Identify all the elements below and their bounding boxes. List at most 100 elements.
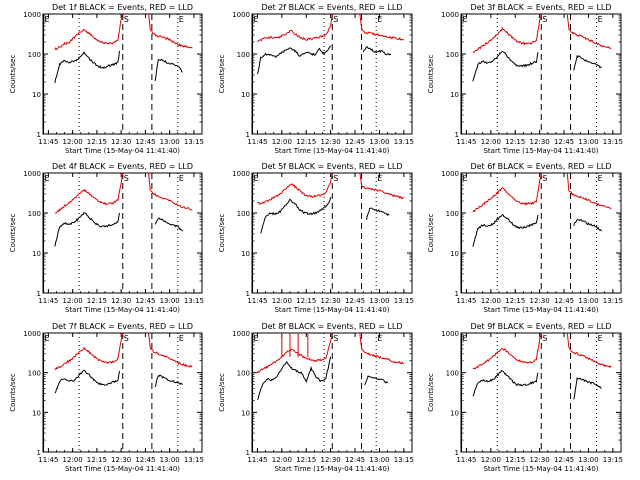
y-tick-label: 1000 — [441, 11, 459, 19]
series-lld-line — [148, 172, 193, 211]
panel-det-4: Det 4f BLACK = Events, RED = LLD 1 10 100 10… — [9, 162, 204, 314]
x-tick-label: 13:00 — [578, 456, 598, 464]
panel-title: Det 3f BLACK = Events, RED = LLD — [470, 3, 611, 12]
marker-label: E — [179, 174, 184, 183]
x-axis-label: Start Time (15-May-04 11:41:40) — [65, 465, 180, 473]
x-tick-label: 13:15 — [603, 297, 623, 305]
y-tick-label: 1 — [455, 449, 459, 457]
series-events-line — [154, 58, 183, 82]
y-tick-label: 1000 — [232, 11, 250, 19]
panel-det-9: Det 9f BLACK = Events, RED = LLD 1 10 100 10… — [427, 322, 623, 473]
y-tick-label: 100 — [28, 210, 41, 218]
series-lld-line — [472, 13, 542, 53]
y-axis-label: Counts/sec — [9, 55, 17, 94]
y-axis-label: Counts/sec — [218, 55, 226, 94]
series-lld-line — [472, 172, 542, 213]
y-tick-label: 100 — [237, 210, 250, 218]
x-tick-label: 12:00 — [481, 138, 501, 146]
series-lld-line — [566, 332, 612, 369]
marker-label: S — [542, 15, 547, 24]
x-tick-label: 12:45 — [345, 456, 365, 464]
y-tick-label: 100 — [237, 370, 250, 378]
marker-label: E — [179, 15, 184, 24]
marker-label: S — [124, 174, 129, 183]
x-axis-label: Start Time (15-May-04 11:41:40) — [65, 147, 180, 155]
y-tick-label: 10 — [450, 409, 459, 417]
y-axis-label: Counts/sec — [9, 373, 17, 412]
panel-title: Det 6f BLACK = Events, RED = LLD — [470, 162, 611, 171]
marker-label: S — [333, 334, 338, 343]
y-tick-label: 10 — [241, 250, 250, 258]
panel-title: Det 2f BLACK = Events, RED = LLD — [261, 3, 402, 12]
x-tick-label: 12:30 — [111, 456, 131, 464]
series-events-line — [362, 46, 392, 56]
y-tick-label: 1000 — [23, 11, 41, 19]
series-lld-line — [472, 332, 542, 370]
y-tick-label: 100 — [446, 210, 459, 218]
y-tick-label: 100 — [237, 51, 250, 59]
marker-label: E — [377, 174, 382, 183]
y-axis-label: Counts/sec — [427, 214, 435, 253]
x-tick-label: 12:45 — [554, 138, 574, 146]
x-tick-label: 12:30 — [530, 456, 550, 464]
x-tick-label: 11:45 — [247, 138, 267, 146]
y-tick-label: 10 — [450, 250, 459, 258]
x-tick-label: 13:15 — [394, 138, 414, 146]
series-events-line — [472, 214, 539, 247]
x-tick-label: 12:45 — [135, 297, 155, 305]
x-tick-label: 13:15 — [184, 138, 204, 146]
series-events-line — [573, 218, 602, 232]
series-lld-line — [566, 14, 612, 50]
x-tick-label: 13:00 — [578, 297, 598, 305]
series-lld-line — [359, 13, 405, 41]
y-tick-label: 1 — [37, 131, 41, 139]
x-tick-label: 12:45 — [135, 138, 155, 146]
x-tick-label: 13:15 — [394, 297, 414, 305]
x-tick-label: 12:30 — [530, 297, 550, 305]
y-tick-label: 10 — [241, 409, 250, 417]
panel-det-7: Det 7f BLACK = Events, RED = LLD 1 10 100 10… — [9, 322, 204, 473]
y-tick-label: 1 — [455, 290, 459, 298]
x-axis-label: Start Time (15-May-04 11:41:40) — [65, 306, 180, 314]
y-tick-label: 1000 — [441, 170, 459, 178]
marker-label: E — [179, 334, 184, 343]
marker-label: E — [598, 174, 603, 183]
y-tick-label: 10 — [32, 91, 41, 99]
series-events-line — [154, 374, 183, 388]
y-axis-label: Counts/sec — [427, 55, 435, 94]
x-tick-label: 13:00 — [369, 297, 389, 305]
x-axis-label: Start Time (15-May-04 11:41:40) — [483, 147, 598, 155]
x-tick-label: 12:45 — [554, 297, 574, 305]
x-tick-label: 11:45 — [456, 138, 476, 146]
y-tick-label: 10 — [450, 91, 459, 99]
x-tick-label: 12:15 — [505, 456, 525, 464]
x-tick-label: 12:45 — [554, 456, 574, 464]
marker-label: S — [124, 334, 129, 343]
x-tick-label: 13:15 — [184, 297, 204, 305]
x-tick-label: 12:15 — [296, 138, 316, 146]
y-tick-label: 1 — [246, 131, 250, 139]
series-events-line — [54, 369, 120, 394]
panel-title: Det 5f BLACK = Events, RED = LLD — [261, 162, 402, 171]
panel-title: Det 7f BLACK = Events, RED = LLD — [52, 322, 193, 331]
marker-label: E — [598, 15, 603, 24]
x-tick-label: 12:45 — [135, 456, 155, 464]
marker-label: S — [124, 15, 129, 24]
series-lld-line — [148, 13, 193, 49]
marker-label: S — [542, 174, 547, 183]
x-tick-label: 13:00 — [160, 138, 180, 146]
x-axis-label: Start Time (15-May-04 11:41:40) — [483, 306, 598, 314]
series-lld-line — [359, 172, 405, 200]
series-events-line — [365, 207, 390, 221]
marker-label: S — [333, 15, 338, 24]
panel-title: Det 1f BLACK = Events, RED = LLD — [52, 3, 193, 12]
series-events-line — [472, 369, 539, 397]
series-events-line — [260, 196, 332, 234]
x-tick-label: 12:30 — [530, 138, 550, 146]
marker-label: E — [45, 15, 50, 24]
x-tick-label: 12:00 — [63, 297, 83, 305]
x-tick-label: 12:00 — [63, 456, 83, 464]
x-tick-label: 11:45 — [38, 297, 58, 305]
series-events-line — [573, 376, 602, 400]
